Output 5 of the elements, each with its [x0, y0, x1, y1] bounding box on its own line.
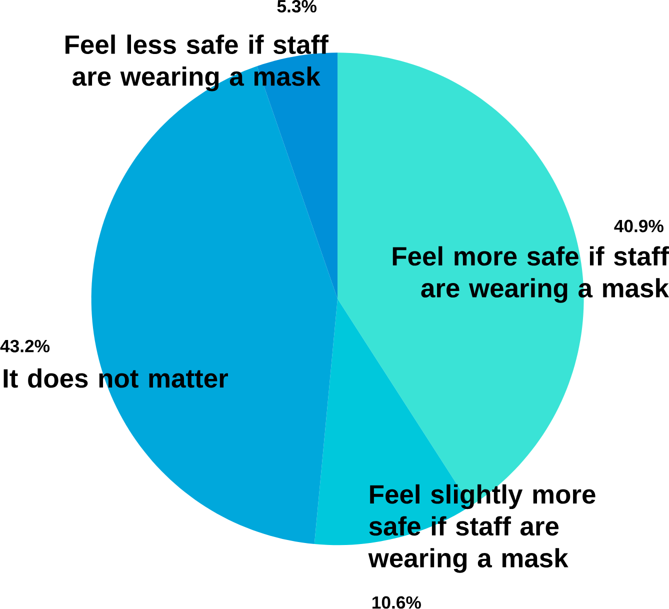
- slice-label: Feel less safe if staff are wearing a mask: [66, 34, 328, 92]
- data-label: 40.9%: [614, 220, 664, 232]
- data-label: 43.2%: [0, 340, 50, 352]
- data-label: 5.3%: [277, 0, 316, 13]
- data-label: 10.6%: [372, 596, 421, 609]
